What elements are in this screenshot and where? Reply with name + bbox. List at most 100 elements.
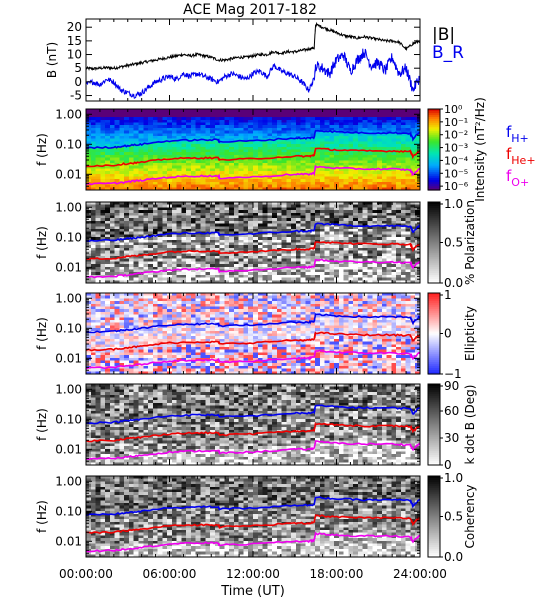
gyrofrequency-line-fhe bbox=[85, 241, 421, 261]
spectrogram-heatmap bbox=[86, 202, 421, 284]
gyrofrequency-line-fhe bbox=[85, 147, 421, 168]
colorbar-tick-label: 10⁻⁶ bbox=[444, 180, 469, 193]
colorbar-frame bbox=[427, 108, 441, 191]
colorbar-tick-label: 10⁻⁴ bbox=[444, 154, 469, 167]
y-tick-label: 0.01 bbox=[55, 442, 82, 456]
legend: |B|B_R bbox=[432, 25, 464, 63]
colorbar-tick-label: 1 bbox=[444, 288, 452, 302]
y-axis-label: f (Hz) bbox=[35, 133, 49, 166]
y-axis-label: f (Hz) bbox=[35, 317, 49, 350]
colorbar-tick-label: 0.0 bbox=[444, 550, 463, 564]
legend-item: fO+ bbox=[506, 167, 529, 189]
gyrofrequency-line-fh bbox=[85, 496, 421, 516]
y-tick-label: 15 bbox=[67, 34, 82, 48]
colorbar-tick-label: 10⁰ bbox=[444, 103, 463, 116]
gyrofrequency-line-fhe bbox=[85, 331, 421, 352]
colorbar: 90 60 30 0 k dot B (Deg) bbox=[427, 379, 477, 472]
colorbar-tick-label: 60 bbox=[444, 404, 459, 418]
x-tick-label: 06:00:00 bbox=[143, 567, 197, 581]
y-tick-label: 0.10 bbox=[55, 412, 82, 426]
spectrogram-heatmap bbox=[86, 384, 421, 466]
colorbar-tick-label: 10⁻² bbox=[444, 129, 468, 142]
y-tick-label: -5 bbox=[70, 89, 82, 103]
y-tick-label: 0.01 bbox=[55, 260, 82, 274]
colorbar-tick-label: 1.0 bbox=[444, 471, 463, 485]
series-line-b-magnitude bbox=[85, 21, 421, 72]
gyrofrequency-line-fo bbox=[85, 258, 421, 279]
y-tick-label: 5 bbox=[74, 61, 82, 75]
y-tick-label: 0.10 bbox=[55, 230, 82, 244]
x-tick-label: 12:00:00 bbox=[226, 567, 280, 581]
colorbar-tick-label: 90 bbox=[444, 379, 459, 393]
series-line-b-radial bbox=[85, 48, 421, 99]
colorbar-tick-label: 10⁻⁵ bbox=[444, 167, 468, 180]
y-axis-label: B (nT) bbox=[45, 42, 59, 78]
x-axis-label: Time (UT) bbox=[220, 584, 285, 599]
legend: fH+fHe+fO+ bbox=[506, 123, 536, 189]
colorbar: 1.0 0.5 0.0% Polarization bbox=[427, 197, 477, 290]
panel-intensity: 1.000.100.01f (Hz)10⁰10⁻¹10⁻²10⁻³10⁻⁴10⁻… bbox=[35, 97, 536, 202]
colorbar-tick-label: 0.5 bbox=[444, 236, 463, 250]
gyrofrequency-line-fo bbox=[85, 165, 421, 186]
y-tick-label: 1.00 bbox=[55, 382, 82, 396]
gyrofrequency-line-fh bbox=[85, 129, 421, 150]
colorbar-frame bbox=[427, 383, 441, 466]
y-tick-label: 0.01 bbox=[55, 351, 82, 365]
colorbar-tick-label: −1 bbox=[444, 367, 462, 381]
panel-k-dot-b: 1.00 0.10 0.01 f (Hz) 90 60 30 0 k dot B (Deg) bbox=[35, 379, 477, 472]
colorbar-tick-label: 10⁻³ bbox=[444, 142, 468, 155]
y-tick-label: 0.01 bbox=[55, 167, 82, 181]
colorbar-label: k dot B (Deg) bbox=[463, 385, 477, 465]
y-tick-label: 1.00 bbox=[55, 474, 82, 488]
gyrofrequency-line-fhe bbox=[85, 514, 421, 535]
panel-polarization: 1.00 0.10 0.01 f (Hz) 1.0 0.5 0.0% Polarizatio… bbox=[35, 197, 477, 290]
y-tick-label: 1.00 bbox=[55, 200, 82, 214]
spectrogram-heatmap bbox=[86, 109, 421, 191]
colorbar-label: Coherency bbox=[463, 484, 477, 548]
colorbar-label: Intensity (nT²/Hz) bbox=[473, 97, 487, 202]
y-tick-label: 0.10 bbox=[55, 321, 82, 335]
x-tick-label: 00:00:00 bbox=[59, 567, 113, 581]
y-axis-label: f (Hz) bbox=[35, 226, 49, 259]
y-tick-label: 0.10 bbox=[55, 137, 82, 151]
colorbar-tick-label: 30 bbox=[444, 431, 459, 445]
chart-title: ACE Mag 2017-182 bbox=[183, 2, 317, 18]
colorbar-tick-label: 0 bbox=[444, 327, 452, 341]
gyrofrequency-line-fo bbox=[85, 349, 421, 370]
y-tick-label: 20 bbox=[67, 20, 82, 34]
gyrofrequency-line-fh bbox=[85, 312, 421, 334]
y-axis-label: f (Hz) bbox=[35, 408, 49, 441]
legend-item: B_R bbox=[432, 43, 464, 63]
legend-item: fHe+ bbox=[506, 145, 536, 167]
gyrofrequency-line-fhe bbox=[85, 421, 421, 443]
y-axis-label: f (Hz) bbox=[35, 500, 49, 533]
x-tick-label: 18:00:00 bbox=[310, 567, 364, 581]
colorbar-label: Ellipticity bbox=[463, 306, 477, 361]
colorbar-tick-label: 10⁻¹ bbox=[444, 116, 468, 129]
panel-frame bbox=[85, 18, 421, 102]
y-tick-label: 0 bbox=[74, 75, 82, 89]
legend-item: fH+ bbox=[506, 123, 529, 145]
y-tick-label: 1.00 bbox=[55, 107, 82, 121]
gyrofrequency-line-fh bbox=[85, 404, 421, 425]
spectrogram-heatmap bbox=[86, 476, 421, 558]
y-tick-label: 1.00 bbox=[55, 291, 82, 305]
gyrofrequency-line-fh bbox=[85, 222, 421, 243]
colorbar-tick-label: 0.0 bbox=[444, 276, 463, 290]
gyrofrequency-line-fo bbox=[85, 531, 421, 553]
colorbar-tick-label: 0 bbox=[444, 458, 452, 472]
colorbar-tick-label: 1.0 bbox=[444, 197, 463, 211]
y-tick-label: 0.10 bbox=[55, 504, 82, 518]
colorbar-tick-label: 0.5 bbox=[444, 510, 463, 524]
y-tick-label: 0.01 bbox=[55, 534, 82, 548]
y-tick-label: 10 bbox=[67, 48, 82, 62]
colorbar-label: % Polarization bbox=[463, 200, 477, 285]
x-tick-label: 24:00:00 bbox=[393, 567, 447, 581]
